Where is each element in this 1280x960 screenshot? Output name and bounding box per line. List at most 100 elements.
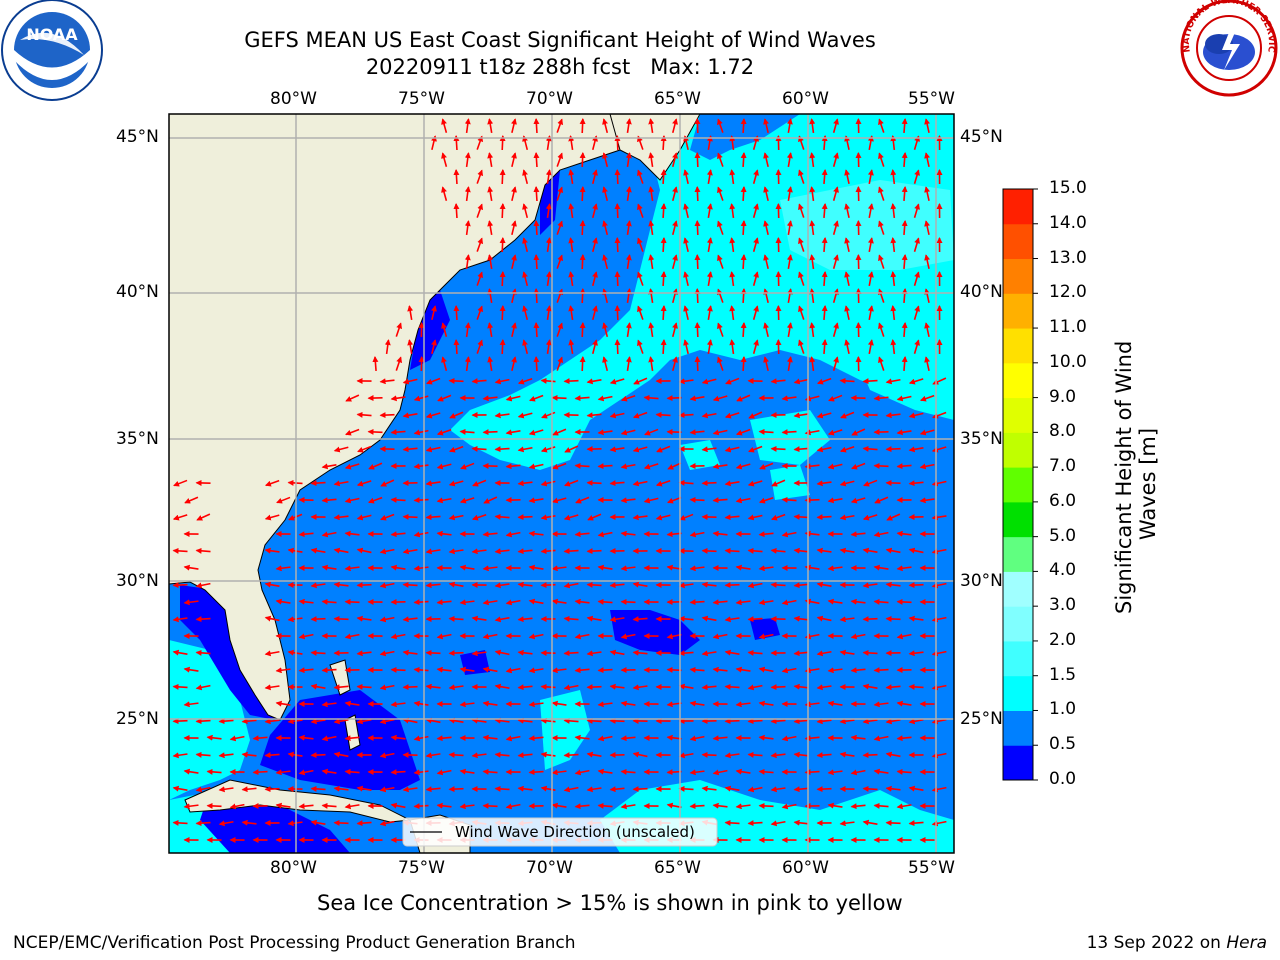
- wave-direction-arrow: [724, 547, 740, 554]
- wave-direction-arrow: [379, 718, 395, 725]
- wave-direction-arrow: [390, 633, 406, 640]
- wave-direction-arrow: [717, 322, 724, 337]
- wave-direction-arrow: [579, 356, 586, 372]
- wave-direction-arrow: [264, 514, 280, 521]
- wave-direction-arrow: [586, 717, 602, 724]
- wave-direction-arrow: [356, 683, 372, 690]
- wave-direction-arrow: [172, 616, 188, 623]
- wave-direction-arrow: [195, 786, 211, 793]
- wave-direction-arrow: [770, 445, 786, 452]
- wave-direction-arrow: [874, 496, 889, 504]
- wave-direction-arrow: [793, 547, 809, 554]
- wave-direction-arrow: [344, 700, 360, 707]
- wave-direction-arrow: [740, 356, 747, 372]
- wave-direction-arrow: [505, 803, 521, 810]
- wave-direction-arrow: [556, 220, 564, 235]
- wave-direction-arrow: [931, 820, 947, 827]
- wave-direction-arrow: [275, 769, 291, 776]
- colorbar-tick-label: 4.0: [1049, 560, 1077, 581]
- map-title-line2: 20220911 t18z 288h fcst Max: 1.72: [365, 55, 755, 79]
- wave-direction-arrow: [671, 322, 678, 337]
- wave-direction-arrow: [545, 237, 552, 253]
- wave-direction-arrow: [706, 237, 713, 253]
- wave-direction-arrow: [632, 480, 648, 487]
- wave-direction-arrow: [482, 768, 498, 775]
- wave-direction-arrow: [862, 785, 878, 792]
- wave-direction-arrow: [924, 322, 931, 338]
- wave-direction-arrow: [827, 463, 843, 470]
- wave-direction-arrow: [425, 412, 441, 419]
- wave-direction-arrow: [551, 769, 567, 776]
- wave-direction-arrow: [793, 582, 809, 589]
- wave-direction-arrow: [448, 684, 464, 691]
- wave-direction-arrow: [172, 819, 188, 826]
- wave-direction-arrow: [464, 220, 471, 236]
- legend-label: Wind Wave Direction (unscaled): [455, 823, 695, 841]
- wave-direction-arrow: [637, 271, 644, 286]
- wave-direction-arrow: [786, 118, 793, 134]
- wave-direction-arrow: [620, 530, 636, 537]
- wave-direction-arrow: [528, 701, 544, 708]
- wave-direction-arrow: [827, 769, 843, 776]
- wave-direction-arrow: [625, 288, 632, 304]
- wave-direction-arrow: [556, 322, 564, 337]
- wave-direction-arrow: [643, 497, 659, 504]
- wave-direction-arrow: [885, 751, 901, 758]
- wave-direction-arrow: [241, 718, 257, 725]
- wave-direction-arrow: [241, 786, 257, 793]
- colorbar: [1003, 188, 1038, 781]
- wave-direction-arrow: [786, 356, 793, 372]
- wave-direction-arrow: [816, 514, 832, 521]
- wave-direction-arrow: [919, 394, 935, 402]
- wave-direction-arrow: [586, 581, 602, 588]
- wave-direction-arrow: [425, 786, 441, 793]
- wave-direction-arrow: [436, 735, 452, 742]
- wave-direction-arrow: [494, 616, 510, 623]
- wave-direction-arrow: [172, 582, 188, 589]
- wave-direction-arrow: [517, 480, 533, 487]
- wave-direction-arrow: [540, 751, 556, 758]
- wave-direction-arrow: [556, 118, 564, 133]
- wave-direction-arrow: [540, 446, 556, 453]
- wave-direction-arrow: [425, 752, 441, 759]
- colorbar-tick-label: 1.0: [1049, 699, 1077, 720]
- wave-direction-arrow: [579, 288, 586, 304]
- wave-direction-arrow: [793, 446, 809, 453]
- wave-direction-arrow: [448, 581, 464, 588]
- wave-direction-arrow: [885, 446, 901, 453]
- wave-direction-arrow: [487, 322, 494, 338]
- wave-direction-arrow: [431, 339, 437, 354]
- wave-direction-arrow: [321, 497, 337, 504]
- wave-direction-arrow: [643, 463, 659, 470]
- wave-direction-arrow: [609, 446, 625, 453]
- wave-direction-arrow: [464, 356, 471, 372]
- wave-direction-arrow: [735, 803, 751, 810]
- wave-direction-arrow: [706, 169, 713, 185]
- wave-direction-arrow: [740, 220, 747, 236]
- wave-direction-arrow: [758, 734, 774, 741]
- wave-direction-arrow: [816, 684, 832, 691]
- wave-direction-arrow: [333, 785, 349, 792]
- wave-direction-arrow: [896, 700, 912, 707]
- wave-direction-arrow: [620, 497, 636, 504]
- svg-text:NATIONAL WEATHER SERVICE: NATIONAL WEATHER SERVICE: [0, 0, 1276, 53]
- wave-direction-arrow: [517, 412, 533, 419]
- colorbar-tick-label: 1.5: [1049, 664, 1077, 685]
- wave-direction-arrow: [671, 118, 678, 133]
- wave-direction-arrow: [609, 378, 625, 385]
- wave-direction-arrow: [890, 339, 897, 355]
- wave-direction-arrow: [310, 752, 326, 759]
- wave-direction-arrow: [683, 305, 689, 320]
- wave-direction-arrow: [356, 514, 372, 521]
- wave-direction-arrow: [310, 616, 326, 623]
- wave-direction-arrow: [298, 803, 314, 810]
- wave-direction-arrow: [689, 769, 705, 776]
- wave-direction-arrow: [390, 429, 406, 436]
- wave-direction-arrow: [717, 254, 724, 269]
- wave-direction-arrow: [666, 531, 682, 538]
- wave-direction-arrow: [809, 254, 816, 270]
- wave-direction-arrow: [878, 356, 885, 371]
- wave-direction-arrow: [763, 220, 769, 235]
- wave-direction-arrow: [568, 169, 575, 185]
- wave-direction-arrow: [195, 820, 211, 827]
